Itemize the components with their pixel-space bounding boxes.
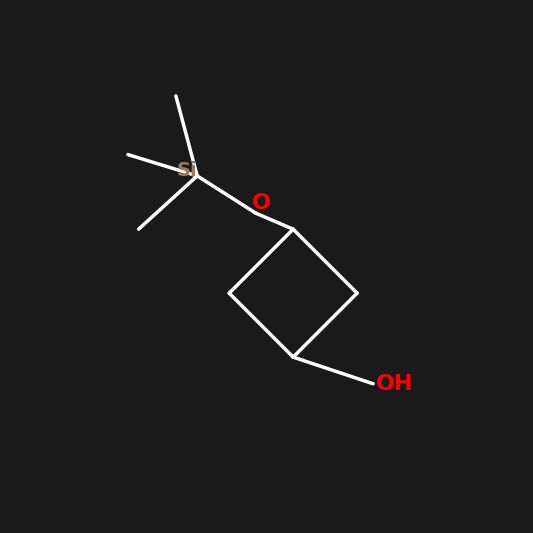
Text: O: O — [252, 192, 271, 213]
Text: OH: OH — [376, 374, 413, 394]
Text: Si: Si — [176, 161, 197, 180]
